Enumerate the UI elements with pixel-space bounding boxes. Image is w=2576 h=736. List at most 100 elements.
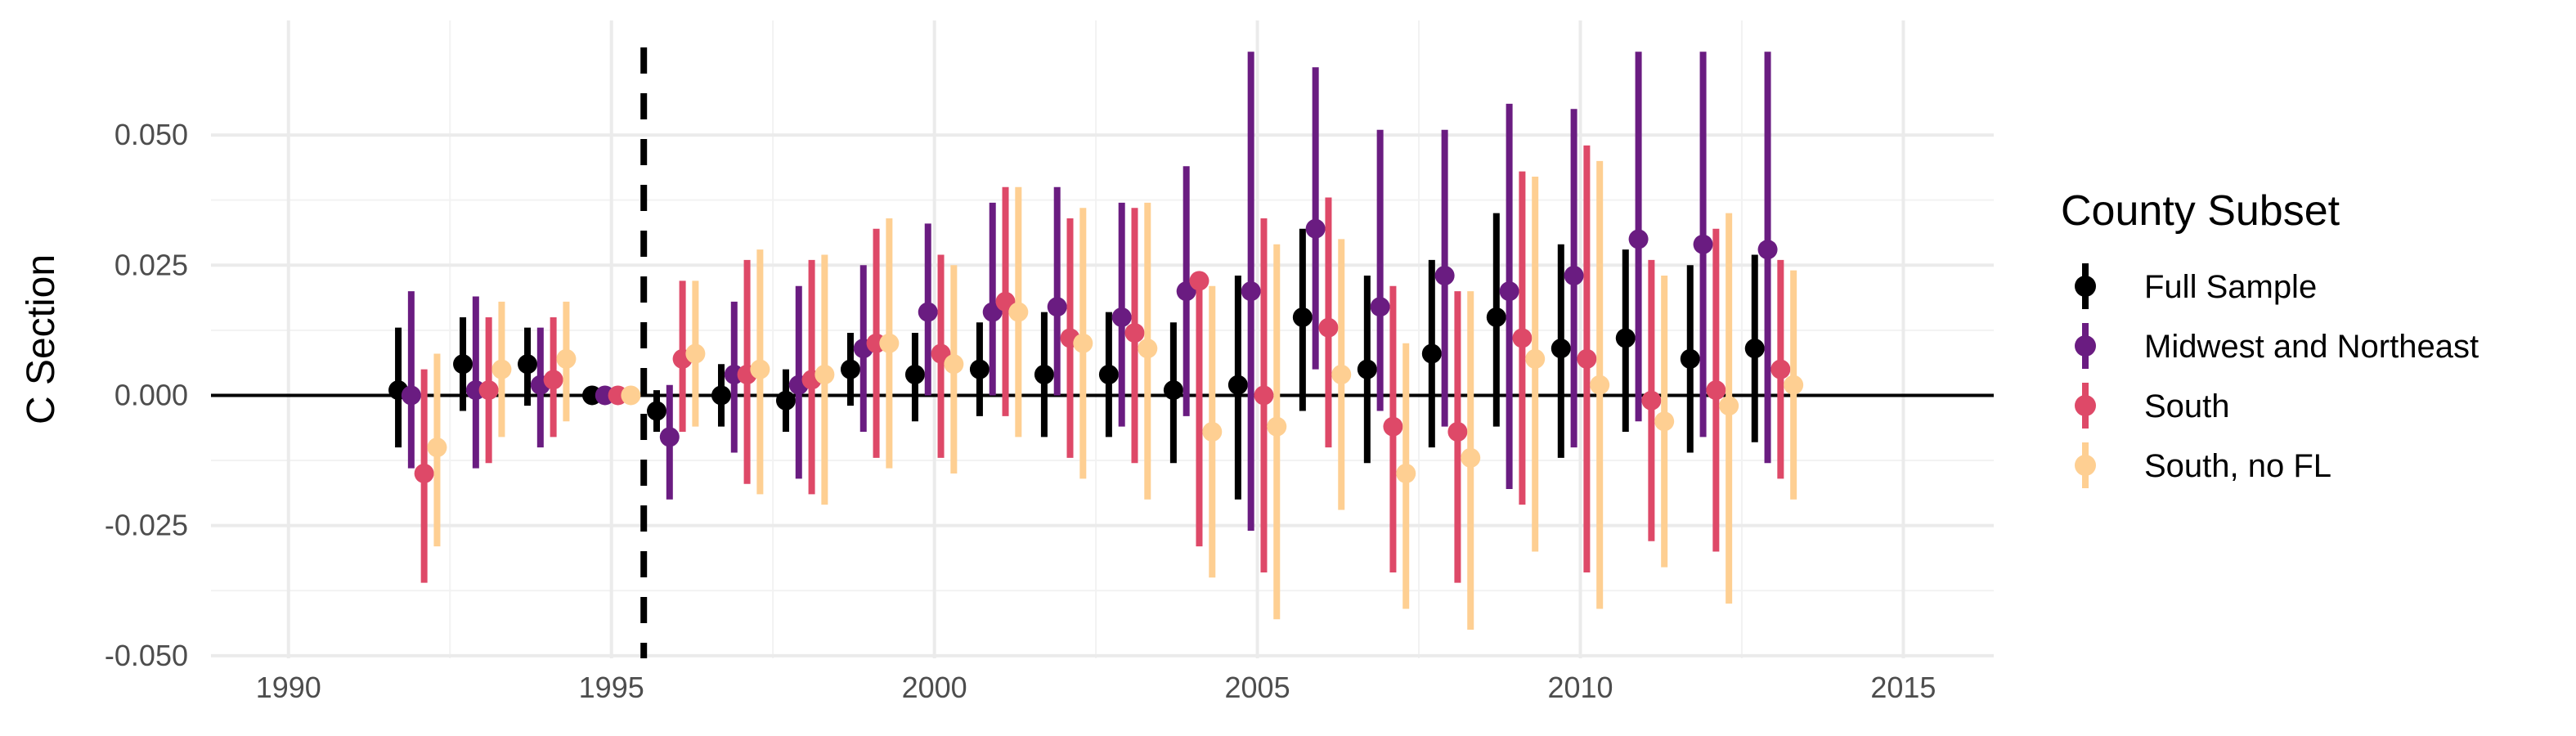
- point-estimate: [1202, 422, 1223, 442]
- point-estimate: [1318, 317, 1339, 338]
- point-estimate: [1189, 271, 1209, 291]
- point-estimate: [1770, 359, 1791, 379]
- point-estimate: [478, 380, 499, 401]
- point-estimate: [1615, 328, 1636, 348]
- legend-key-dot: [2075, 335, 2096, 357]
- point-estimate: [556, 348, 577, 369]
- legend-label: South, no FL: [2144, 448, 2331, 484]
- series-group: [401, 52, 1778, 531]
- series-group: [388, 213, 1765, 500]
- legend-title: County Subset: [2061, 187, 2340, 235]
- y-tick-label: -0.050: [105, 639, 188, 672]
- point-estimate: [969, 359, 990, 379]
- point-estimate: [815, 364, 835, 384]
- point-estimate: [1461, 447, 1481, 468]
- y-tick-label: 0.025: [114, 248, 188, 281]
- point-estimate: [685, 343, 706, 364]
- point-estimate: [1047, 297, 1067, 317]
- point-estimate: [621, 385, 641, 406]
- y-axis-title: C Section: [20, 254, 63, 424]
- point-estimate: [1486, 307, 1506, 327]
- point-estimate: [1525, 348, 1546, 369]
- point-estimate: [904, 364, 925, 384]
- x-tick-label: 2015: [1870, 671, 1936, 704]
- point-estimate: [1138, 339, 1158, 359]
- legend-label: Midwest and Northeast: [2144, 329, 2479, 365]
- point-estimate: [543, 370, 563, 390]
- point-estimate: [1564, 266, 1584, 285]
- legend-items: Full Sample Midwest and Northeast South Sou…: [2075, 263, 2479, 488]
- point-estimate: [775, 390, 796, 411]
- legend-label: South: [2144, 388, 2230, 424]
- point-estimate: [518, 354, 538, 375]
- point-estimate: [1357, 359, 1377, 379]
- legend-key-dot: [2075, 276, 2096, 297]
- point-estimate: [1163, 380, 1183, 401]
- legend: County Subset Full Sample Midwest and Nor…: [2061, 187, 2479, 488]
- point-estimate: [1241, 281, 1261, 302]
- point-estimate: [1447, 422, 1468, 442]
- point-estimate: [1641, 390, 1662, 411]
- point-estimate: [1680, 348, 1700, 369]
- y-tick-label: -0.025: [105, 509, 188, 542]
- point-estimate: [1292, 307, 1313, 327]
- point-estimate: [1434, 266, 1455, 285]
- point-estimate: [1073, 333, 1093, 353]
- point-estimate: [879, 333, 900, 353]
- x-tick-label: 2000: [902, 671, 967, 704]
- point-estimate: [401, 385, 421, 406]
- point-estimate: [647, 401, 666, 421]
- reference-lines: [211, 47, 1994, 658]
- legend-item: South, no FL: [2075, 442, 2331, 488]
- point-estimate: [840, 359, 860, 379]
- legend-key-dot: [2075, 395, 2096, 416]
- legend-item: Full Sample: [2075, 263, 2317, 309]
- point-estimate: [944, 354, 964, 375]
- data-layer: [388, 52, 1804, 630]
- point-estimate: [918, 302, 938, 322]
- point-estimate: [1124, 323, 1145, 343]
- y-tick-label: 0.000: [114, 378, 188, 411]
- point-estimate: [1370, 297, 1390, 317]
- point-estimate: [1512, 328, 1533, 348]
- point-estimate: [1098, 364, 1119, 384]
- point-estimate: [659, 427, 680, 447]
- point-estimate: [1396, 463, 1416, 483]
- point-estimate: [453, 354, 473, 375]
- x-tick-label: 1995: [579, 671, 644, 704]
- point-estimate: [1719, 396, 1739, 416]
- x-tick-label: 2005: [1225, 671, 1290, 704]
- point-estimate: [711, 385, 731, 406]
- series-group: [427, 160, 1804, 630]
- point-estimate: [414, 463, 434, 483]
- point-estimate: [1111, 307, 1132, 327]
- legend-key-dot: [2075, 455, 2096, 476]
- point-estimate: [1421, 343, 1442, 364]
- point-estimate: [1757, 240, 1778, 260]
- point-estimate: [750, 359, 770, 379]
- y-tick-label: 0.050: [114, 118, 188, 151]
- legend-item: Midwest and Northeast: [2075, 323, 2479, 369]
- point-estimate: [1706, 380, 1726, 401]
- point-estimate: [1383, 416, 1403, 437]
- x-tick-label: 2010: [1547, 671, 1613, 704]
- point-estimate: [1628, 229, 1649, 249]
- x-tick-label: 1990: [256, 671, 321, 704]
- point-estimate: [1267, 416, 1287, 437]
- point-estimate: [1008, 302, 1029, 322]
- point-estimate: [1784, 375, 1804, 395]
- legend-item: South: [2075, 383, 2230, 429]
- point-estimate: [1499, 281, 1519, 302]
- point-estimate: [1551, 339, 1571, 359]
- point-estimate: [1227, 375, 1248, 395]
- point-estimate: [1654, 411, 1675, 432]
- point-estimate: [1744, 339, 1765, 359]
- point-estimate: [1693, 234, 1713, 254]
- legend-label: Full Sample: [2144, 269, 2317, 305]
- point-estimate: [1577, 348, 1597, 369]
- point-estimate: [1331, 364, 1352, 384]
- point-estimate: [1034, 364, 1054, 384]
- axis-labels: 1990 1995 2000 2005 2010 2015 -0.050 -0.025 0.00…: [105, 118, 1936, 704]
- series-group: [414, 145, 1791, 583]
